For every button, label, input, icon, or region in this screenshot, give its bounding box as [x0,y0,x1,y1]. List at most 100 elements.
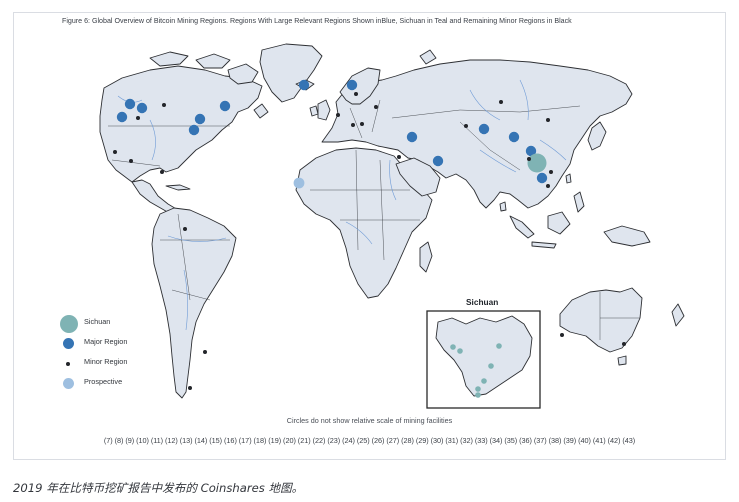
river-af-1 [389,159,397,201]
minor-region-marker [336,113,340,117]
major-region-marker [478,123,490,135]
major-region-marker [116,111,128,123]
minor-region-marker [188,386,192,390]
legend-swatch-minor [66,362,70,366]
major-region-marker [136,102,148,114]
land-newfoundland [253,103,269,119]
land-greenland [259,43,323,103]
minor-region-marker [397,155,401,159]
major-region-marker [298,79,310,91]
major-region-marker [124,98,136,110]
river-as-3 [539,139,567,161]
major-region-marker [432,155,444,167]
land-arabia [395,157,441,197]
land-arctic-island-2 [195,53,231,69]
sichuan-inset-marker [481,378,487,384]
land-africa [295,147,433,299]
minor-region-marker [160,170,164,174]
minor-region-marker [549,170,553,174]
land-baffin [227,63,259,85]
border-china-west [459,121,521,171]
legend-swatch-prospective [63,378,74,389]
land-new-zealand [671,303,685,327]
sichuan-inset-marker [475,386,481,392]
land-sichuan [435,315,533,397]
border-sa-2 [177,213,191,301]
legend-label-minor: Minor Region [84,357,128,366]
minor-region-marker [546,118,550,122]
major-region-marker [346,79,358,91]
river-na-1 [149,119,156,161]
land-sri-lanka [499,201,507,212]
sichuan-inset-marker [496,343,502,349]
land-madagascar [419,241,433,273]
reference-numbers: (7) (8) (9) (10) (11) (12) (13) (14) (15… [103,436,636,445]
scale-note: Circles do not show relative scale of mi… [286,416,453,425]
land-philippines [573,191,585,213]
land-new-guinea [603,225,651,247]
prospective-region-marker [293,177,305,189]
legend-label-sichuan: Sichuan [84,317,111,326]
minor-region-marker [351,123,355,127]
land-tasmania [617,355,627,366]
minor-region-marker [203,350,207,354]
minor-region-marker [136,116,140,120]
minor-region-marker [499,100,503,104]
sichuan-inset-title: Sichuan [466,297,499,307]
minor-region-marker [622,342,626,346]
river-af-2 [345,221,373,245]
minor-region-marker [354,92,358,96]
border-eu-west [349,107,363,139]
sichuan-inset-marker [488,363,494,369]
river-as-4 [479,149,517,173]
land-north-america [99,65,263,183]
major-region-marker [525,145,537,157]
minor-region-marker [162,103,166,107]
border-eu-east [371,99,381,133]
land-novaya-zemlya [419,49,437,65]
land-australia [559,287,643,353]
minor-region-marker [546,184,550,188]
border-africa-4 [379,159,385,261]
major-region-marker [219,100,231,112]
border-africa-3 [355,149,359,251]
border-us-mexico [111,159,161,167]
land-ireland [309,105,319,117]
major-region-marker [406,131,418,143]
minor-region-marker [560,333,564,337]
sichuan-inset-marker [450,344,456,350]
land-taiwan [565,173,572,184]
major-region-marker [508,131,520,143]
minor-region-marker [527,157,531,161]
land-cuba [165,184,191,191]
land-scandinavia [339,67,381,105]
sichuan-inset-marker [475,392,481,398]
river-as-2 [519,79,529,121]
figure-caption: 2019 年在比特币挖矿报告中发布的 Coinshares 地图。 [13,481,304,495]
minor-region-marker [113,150,117,154]
minor-region-marker [374,105,378,109]
sichuan-inset-marker [457,348,463,354]
border-sa-3 [171,289,211,301]
land-japan [587,121,607,151]
river-sa-1 [167,235,227,242]
minor-region-marker [360,122,364,126]
legend-swatch-major [63,338,74,349]
legend-swatch-sichuan [60,315,78,333]
land-uk [317,99,331,121]
minor-region-marker [129,159,133,163]
minor-region-marker [464,124,468,128]
minor-region-marker [183,227,187,231]
major-region-marker [188,124,200,136]
land-arctic-island-1 [149,51,189,67]
land-south-america [151,207,237,399]
land-java [531,241,557,249]
major-region-marker [194,113,206,125]
figure-title: Figure 6: Global Overview of Bitcoin Min… [62,17,572,25]
river-as-1 [469,89,501,121]
major-region-marker [536,172,548,184]
mining-region-markers [113,79,626,398]
sichuan-region-marker [527,153,547,173]
land-sumatra [509,215,535,239]
